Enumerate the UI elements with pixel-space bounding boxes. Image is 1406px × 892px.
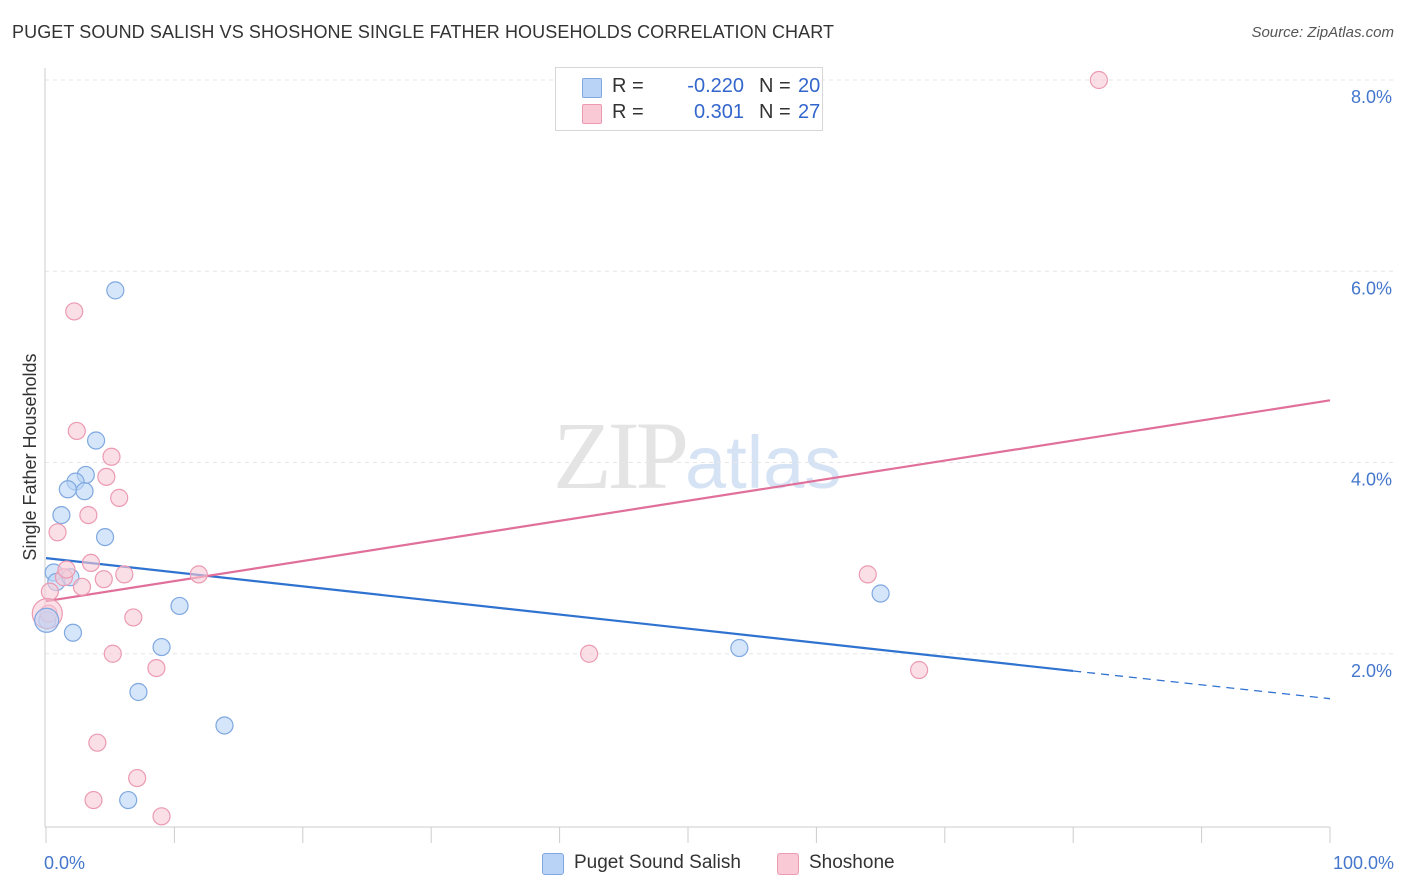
point-puget-sound-salish (871, 584, 890, 603)
legend-n-value: 27 (798, 101, 821, 123)
trendline-shoshone (45, 399, 1331, 603)
point-shoshone (65, 302, 84, 321)
trendline-extension-puget-sound-salish (1073, 670, 1331, 700)
y-axis-label: Single Father Households (20, 353, 40, 560)
point-shoshone (128, 768, 147, 788)
legend-r-value: 0.301 (693, 101, 744, 123)
point-puget-sound-salish (170, 596, 189, 616)
point-shoshone (84, 790, 103, 810)
point-shoshone (115, 565, 134, 584)
point-shoshone (88, 733, 107, 752)
correlation-legend: R = -0.220 N = 20 R = 0.301 N = 27 (555, 67, 823, 131)
point-shoshone (48, 523, 67, 542)
legend-r-label: R = (612, 75, 644, 97)
point-shoshone (102, 447, 121, 466)
point-shoshone (858, 565, 877, 584)
legend-n-value: 20 (798, 75, 821, 97)
point-shoshone (40, 582, 59, 601)
point-shoshone (152, 807, 171, 826)
point-shoshone (57, 560, 76, 579)
point-shoshone (81, 553, 101, 573)
bottom-legend-swatch-blue (542, 853, 564, 875)
trendline-puget-sound-salish (45, 557, 1074, 673)
legend-swatch-blue (582, 78, 602, 98)
legend-r-value: -0.220 (687, 75, 744, 97)
point-shoshone (189, 565, 208, 584)
point-shoshone (94, 570, 113, 589)
legend-n-label: N = (759, 101, 791, 123)
point-shoshone (147, 658, 166, 678)
x-tick-label: 100.0% (1333, 853, 1394, 873)
x-tick-label: 0.0% (44, 853, 85, 873)
legend-swatch-pink (582, 104, 602, 124)
y-tick-label: 6.0% (1351, 278, 1392, 298)
bottom-legend-label: Puget Sound Salish (574, 852, 741, 873)
point-shoshone (97, 467, 116, 486)
point-shoshone (79, 505, 98, 525)
point-puget-sound-salish (215, 716, 234, 735)
watermark-zip: ZIP (553, 402, 689, 509)
point-puget-sound-salish (730, 638, 749, 658)
point-shoshone (72, 577, 92, 596)
point-shoshone (124, 608, 143, 627)
point-puget-sound-salish (75, 482, 94, 501)
y-tick-label: 2.0% (1351, 661, 1392, 681)
point-puget-sound-salish (95, 527, 115, 547)
y-tick-label: 4.0% (1351, 470, 1392, 490)
point-shoshone (67, 421, 86, 441)
point-puget-sound-salish (63, 623, 83, 642)
point-puget-sound-salish (52, 505, 71, 525)
point-shoshone (1089, 70, 1108, 90)
bottom-legend-swatch-pink (777, 853, 799, 875)
chart-title: PUGET SOUND SALISH VS SHOSHONE SINGLE FA… (12, 22, 835, 42)
point-shoshone (110, 488, 129, 507)
point-shoshone (580, 644, 599, 663)
legend-r-label: R = (612, 101, 644, 123)
point-puget-sound-salish (86, 431, 106, 450)
point-puget-sound-salish (119, 790, 138, 810)
point-cluster-puget-sound-salish (34, 607, 60, 633)
point-shoshone (910, 660, 929, 680)
point-shoshone (103, 644, 122, 663)
y-tick-label: 8.0% (1351, 87, 1392, 107)
point-puget-sound-salish (58, 480, 77, 499)
source-credit: Source: ZipAtlas.com (1251, 24, 1394, 41)
point-puget-sound-salish (152, 637, 171, 657)
point-puget-sound-salish (129, 682, 148, 702)
legend-n-label: N = (759, 75, 791, 97)
bottom-legend-label: Shoshone (809, 852, 895, 873)
point-puget-sound-salish (106, 281, 125, 300)
